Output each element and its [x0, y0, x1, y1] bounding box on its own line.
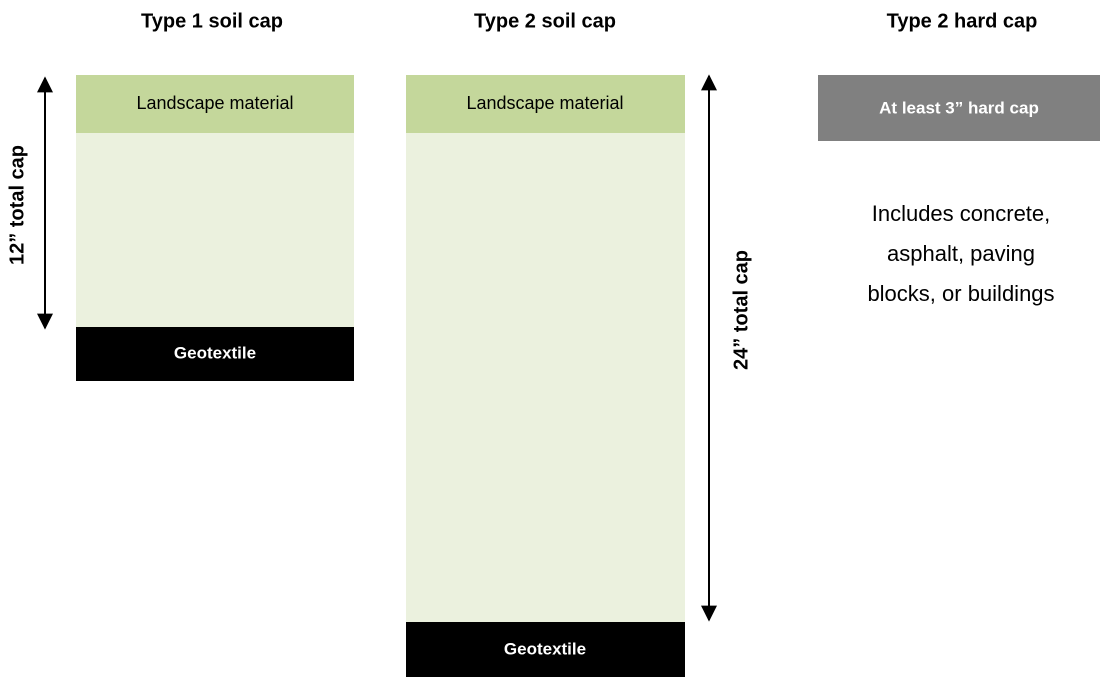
column-title: Type 1 soil cap — [141, 10, 283, 32]
dimension-label: 12” total cap — [6, 145, 28, 265]
layer-label: Landscape material — [466, 93, 623, 113]
geotextile-layer — [76, 327, 354, 381]
geotextile-layer — [406, 622, 685, 677]
soil-layer — [406, 133, 685, 622]
note-line: blocks, or buildings — [867, 281, 1054, 306]
layer-label: Landscape material — [136, 93, 293, 113]
layer-label: Geotextile — [504, 639, 586, 658]
column-title: Type 2 hard cap — [887, 10, 1038, 32]
hard-cap-layer — [818, 75, 1100, 141]
layer-label: Geotextile — [174, 343, 256, 362]
note-line: Includes concrete, — [872, 201, 1051, 226]
soil-layer — [76, 133, 354, 327]
note-line: asphalt, paving — [887, 241, 1035, 266]
dimension-label: 24” total cap — [730, 250, 752, 370]
landscape-layer — [406, 75, 685, 133]
landscape-layer — [76, 75, 354, 133]
column-title: Type 2 soil cap — [474, 10, 616, 32]
layer-label: At least 3” hard cap — [879, 98, 1039, 117]
